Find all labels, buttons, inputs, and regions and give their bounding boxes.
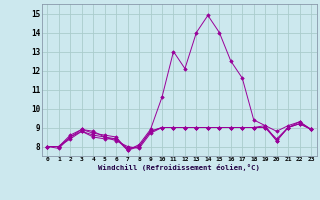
- X-axis label: Windchill (Refroidissement éolien,°C): Windchill (Refroidissement éolien,°C): [98, 164, 260, 171]
